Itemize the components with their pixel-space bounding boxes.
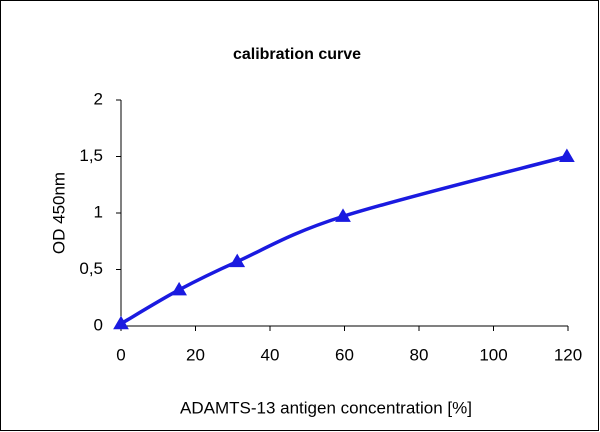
x-tick-label: 60 (335, 345, 354, 364)
data-marker (559, 148, 575, 162)
x-tick-label: 120 (554, 345, 582, 364)
y-tick-label: 0 (94, 315, 103, 334)
y-tick-label: 1 (94, 202, 103, 221)
y-tick-label: 0,5 (79, 259, 103, 278)
x-tick-label: 20 (186, 345, 205, 364)
data-marker (229, 253, 246, 268)
chart-title: calibration curve (233, 46, 361, 63)
data-marker (335, 208, 351, 222)
data-line (120, 154, 568, 326)
x-tick-label: 0 (116, 345, 125, 364)
y-axis-label: OD 450nm (49, 172, 68, 254)
data-marker (171, 281, 187, 296)
x-tick-label: 80 (410, 345, 429, 364)
y-tick-label: 1,5 (79, 146, 103, 165)
x-axis-label: ADAMTS-13 antigen concentration [%] (180, 398, 472, 417)
y-tick-label: 2 (94, 89, 103, 108)
x-tick-label: 40 (261, 345, 280, 364)
data-marker (113, 315, 129, 330)
x-tick-label: 100 (479, 345, 507, 364)
